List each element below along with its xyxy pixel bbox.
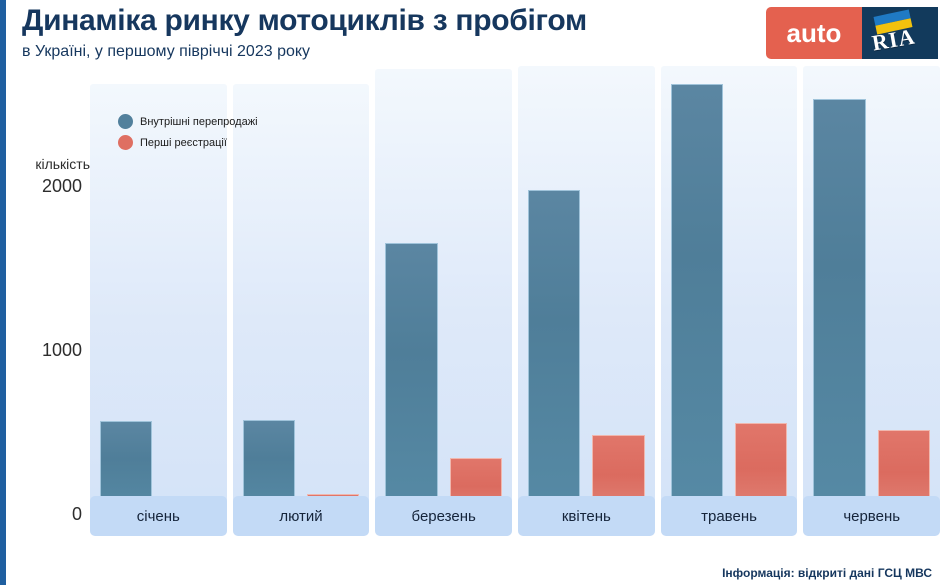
legend-item-internal-resales[interactable]: Внутрішні перепродажі <box>118 114 258 129</box>
bar-blue-berezen[interactable] <box>385 243 438 514</box>
page-title: Динаміка ринку мотоциклів з пробігом <box>22 4 587 37</box>
x-label-sichen: січень <box>90 496 227 536</box>
x-label-kviten: квітень <box>518 496 655 536</box>
bar-group-kviten[interactable]: квітень <box>518 66 655 536</box>
x-label-lyutyi: лютий <box>232 496 370 536</box>
bar-blue-cherven[interactable] <box>813 99 866 514</box>
bar-group-lyutyi[interactable]: лютий <box>232 66 370 536</box>
legend-label-first-registrations: Перші реєстрації <box>140 136 227 149</box>
x-label-berezen: березень <box>375 496 513 536</box>
x-label-traven: травень <box>660 496 798 536</box>
bar-group-berezen[interactable]: березень <box>375 66 513 536</box>
bar-group-traven[interactable]: травень <box>660 66 798 536</box>
page-subtitle: в Україні, у першому півріччі 2023 року <box>22 42 311 60</box>
logo-auto-block: auto <box>766 7 862 59</box>
bar-group-cherven[interactable]: червень <box>803 66 940 536</box>
source-note: Інформація: відкриті дані ГСЦ МВС <box>722 566 932 580</box>
bar-group-sichen[interactable]: січень <box>90 66 227 536</box>
chart-legend: Внутрішні перепродажі Перші реєстрації <box>118 114 258 150</box>
legend-dot-blue-icon <box>118 114 133 129</box>
bar-blue-traven[interactable] <box>670 84 724 514</box>
x-label-cherven: червень <box>803 496 940 536</box>
bar-group-container: січень лютий березень <box>90 66 940 536</box>
y-tick-2000: 2000 <box>41 176 82 196</box>
plot-area: кількість 2000 1000 0 січень <box>0 66 940 536</box>
legend-dot-red-icon <box>118 135 133 150</box>
left-accent-bar <box>0 0 6 585</box>
autoria-logo[interactable]: auto RIA <box>766 7 938 59</box>
logo-ria-block: RIA <box>862 7 938 59</box>
bar-blue-kviten[interactable] <box>528 190 581 514</box>
chart-header: Динаміка ринку мотоциклів з пробігом в У… <box>22 4 762 61</box>
logo-auto-text: auto <box>786 17 842 48</box>
y-axis-title: кількість <box>35 156 90 172</box>
legend-label-internal-resales: Внутрішні перепродажі <box>140 115 258 128</box>
y-tick-1000: 1000 <box>41 340 82 360</box>
y-tick-0: 0 <box>71 504 82 524</box>
legend-item-first-registrations[interactable]: Перші реєстрації <box>118 135 258 150</box>
